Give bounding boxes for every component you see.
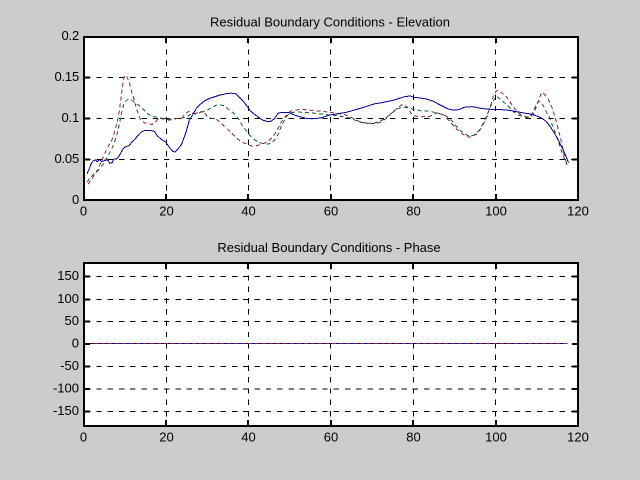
svg-text:0: 0 bbox=[80, 204, 87, 219]
svg-text:Residual Boundary Conditions -: Residual Boundary Conditions - Elevation bbox=[210, 15, 450, 30]
svg-text:-100: -100 bbox=[53, 381, 79, 396]
svg-text:100: 100 bbox=[57, 291, 79, 306]
svg-text:60: 60 bbox=[324, 430, 338, 445]
svg-text:80: 80 bbox=[406, 430, 420, 445]
svg-text:150: 150 bbox=[57, 268, 79, 283]
svg-text:0: 0 bbox=[80, 430, 87, 445]
svg-text:20: 20 bbox=[159, 204, 173, 219]
svg-text:0.15: 0.15 bbox=[54, 69, 79, 84]
svg-text:40: 40 bbox=[241, 204, 255, 219]
svg-text:100: 100 bbox=[485, 204, 507, 219]
svg-text:Residual Boundary Conditions -: Residual Boundary Conditions - Phase bbox=[217, 240, 440, 255]
svg-text:100: 100 bbox=[485, 430, 507, 445]
svg-text:120: 120 bbox=[567, 204, 589, 219]
svg-text:120: 120 bbox=[567, 430, 589, 445]
svg-text:80: 80 bbox=[406, 204, 420, 219]
svg-text:0: 0 bbox=[72, 336, 79, 351]
svg-text:-50: -50 bbox=[60, 358, 79, 373]
svg-text:0.1: 0.1 bbox=[62, 110, 79, 125]
svg-text:20: 20 bbox=[159, 430, 173, 445]
svg-text:40: 40 bbox=[241, 430, 255, 445]
svg-text:-150: -150 bbox=[53, 403, 79, 418]
svg-text:0: 0 bbox=[72, 192, 79, 207]
svg-text:0.2: 0.2 bbox=[62, 28, 79, 43]
svg-text:0.05: 0.05 bbox=[54, 151, 79, 166]
svg-text:50: 50 bbox=[65, 313, 79, 328]
svg-text:60: 60 bbox=[324, 204, 338, 219]
